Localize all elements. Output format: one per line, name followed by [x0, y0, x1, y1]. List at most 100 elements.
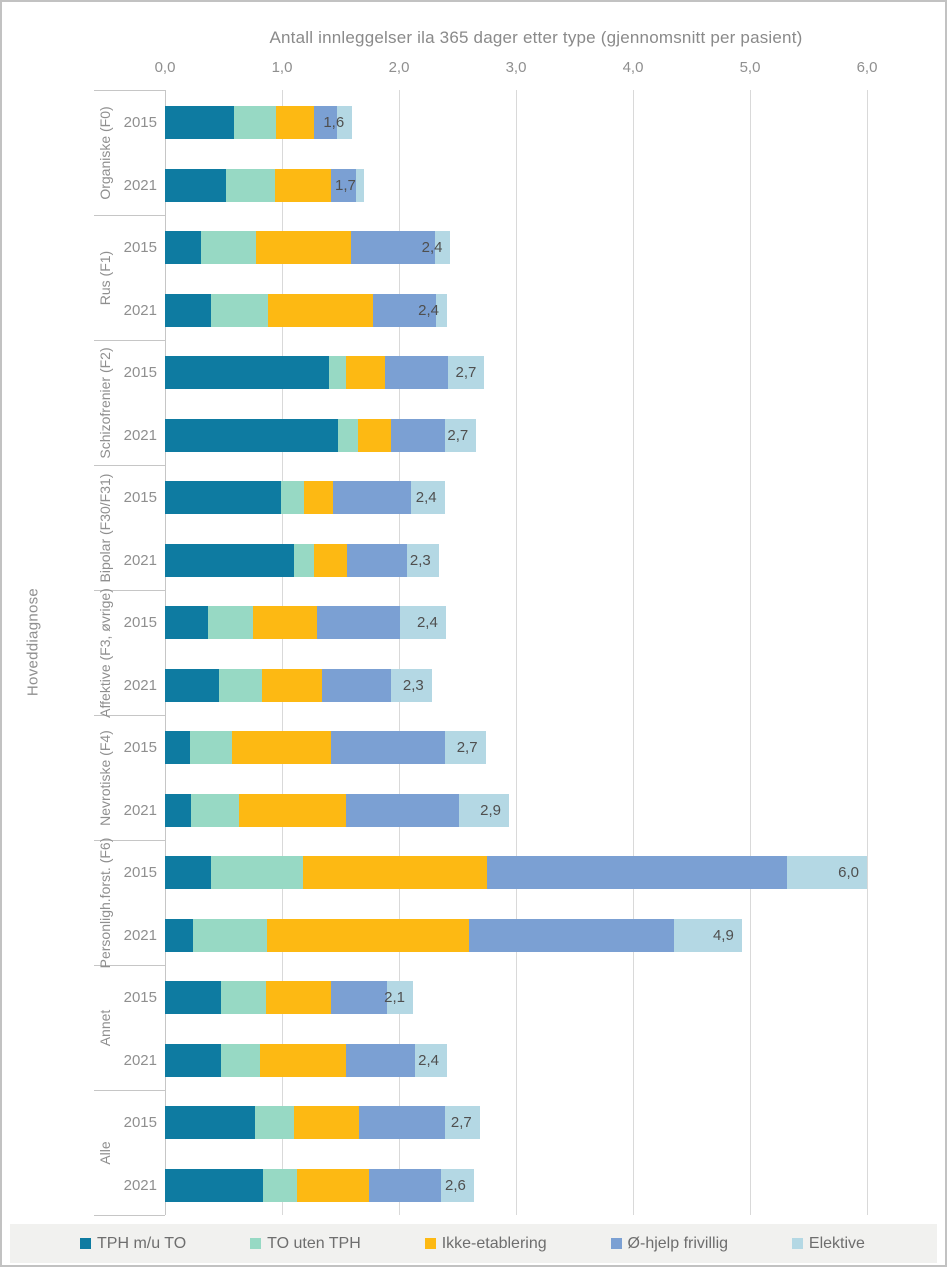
bar-segment-to-uten-tph[interactable]: [210, 294, 268, 327]
bar-segment-elektive[interactable]: [444, 731, 486, 764]
bar-segment-ikke-etablering[interactable]: [303, 856, 487, 889]
bar-segment-elektive[interactable]: [410, 481, 445, 514]
bar-segment--hjelp-frivillig[interactable]: [331, 981, 388, 1014]
bar-segment-ikke-etablering[interactable]: [297, 1169, 369, 1202]
bar-segment--hjelp-frivillig[interactable]: [333, 481, 411, 514]
year-label: 2021: [123, 552, 157, 569]
x-gridline: [633, 90, 634, 1215]
bar-segment-tph-m-u-to[interactable]: [165, 919, 194, 952]
bar-segment-to-uten-tph[interactable]: [255, 1106, 294, 1139]
bar-segment-tph-m-u-to[interactable]: [165, 731, 190, 764]
bar-segment-tph-m-u-to[interactable]: [165, 981, 222, 1014]
data-label: 2,3: [402, 677, 424, 694]
year-label: 2021: [123, 302, 157, 319]
legend-label: Ø-hjelp frivillig: [627, 1234, 729, 1252]
bar-segment-elektive[interactable]: [448, 356, 485, 389]
bar-segment-elektive[interactable]: [458, 794, 509, 827]
bar-segment-to-uten-tph[interactable]: [210, 856, 304, 889]
bar-segment--hjelp-frivillig[interactable]: [321, 669, 391, 702]
legend-item-elektive[interactable]: Elektive: [791, 1235, 865, 1253]
bar-segment-elektive[interactable]: [415, 1044, 447, 1077]
bar-segment-ikke-etablering[interactable]: [266, 919, 470, 952]
bar-segment-elektive[interactable]: [336, 106, 353, 139]
bar-segment-tph-m-u-to[interactable]: [165, 856, 211, 889]
bar-segment-to-uten-tph[interactable]: [280, 481, 305, 514]
legend-item-tph-m-u-to[interactable]: TPH m/u TO: [80, 1235, 186, 1253]
bar-segment-elektive[interactable]: [355, 169, 364, 202]
bar-segment--hjelp-frivillig[interactable]: [359, 1106, 445, 1139]
bar-segment-ikke-etablering[interactable]: [231, 731, 332, 764]
bar-segment-tph-m-u-to[interactable]: [165, 231, 202, 264]
bar-segment-elektive[interactable]: [787, 856, 867, 889]
bar-segment-to-uten-tph[interactable]: [221, 981, 266, 1014]
bar-segment-to-uten-tph[interactable]: [225, 169, 275, 202]
bar-segment-ikke-etablering[interactable]: [274, 169, 332, 202]
bar-segment-tph-m-u-to[interactable]: [165, 794, 191, 827]
bar-segment-elektive[interactable]: [444, 1106, 480, 1139]
bar-segment-elektive[interactable]: [444, 419, 477, 452]
bar-segment-tph-m-u-to[interactable]: [165, 481, 281, 514]
bar-segment--hjelp-frivillig[interactable]: [313, 106, 337, 139]
bar-segment-tph-m-u-to[interactable]: [165, 606, 209, 639]
bar-segment-elektive[interactable]: [387, 981, 414, 1014]
bar-segment--hjelp-frivillig[interactable]: [486, 856, 788, 889]
bar-segment-tph-m-u-to[interactable]: [165, 294, 211, 327]
bar-segment-ikke-etablering[interactable]: [265, 981, 332, 1014]
bar-segment-ikke-etablering[interactable]: [346, 356, 385, 389]
bar-segment--hjelp-frivillig[interactable]: [351, 231, 436, 264]
bar-segment-to-uten-tph[interactable]: [208, 606, 253, 639]
bar-segment-ikke-etablering[interactable]: [259, 1044, 347, 1077]
bar-segment--hjelp-frivillig[interactable]: [317, 606, 401, 639]
bar-segment-ikke-etablering[interactable]: [313, 544, 348, 577]
bar-segment-to-uten-tph[interactable]: [201, 231, 257, 264]
bar-segment-tph-m-u-to[interactable]: [165, 419, 339, 452]
bar-segment--hjelp-frivillig[interactable]: [347, 544, 408, 577]
bar-segment-tph-m-u-to[interactable]: [165, 356, 329, 389]
bar-segment-to-uten-tph[interactable]: [193, 919, 267, 952]
bar-segment-ikke-etablering[interactable]: [358, 419, 391, 452]
bar-segment-ikke-etablering[interactable]: [262, 669, 322, 702]
bar-segment--hjelp-frivillig[interactable]: [331, 169, 356, 202]
legend-item--hjelp-frivillig[interactable]: Ø-hjelp frivillig: [610, 1234, 729, 1253]
bar-segment-tph-m-u-to[interactable]: [165, 669, 219, 702]
bar-segment--hjelp-frivillig[interactable]: [384, 356, 449, 389]
bar-segment-to-uten-tph[interactable]: [234, 106, 277, 139]
bar-segment-elektive[interactable]: [407, 544, 439, 577]
bar-segment-to-uten-tph[interactable]: [328, 356, 347, 389]
bar-segment-ikke-etablering[interactable]: [238, 794, 347, 827]
bar-segment-ikke-etablering[interactable]: [252, 606, 318, 639]
bar-segment-to-uten-tph[interactable]: [190, 794, 239, 827]
bar-segment-ikke-etablering[interactable]: [276, 106, 314, 139]
bar-segment-ikke-etablering[interactable]: [267, 294, 374, 327]
bar-segment--hjelp-frivillig[interactable]: [331, 731, 445, 764]
bar-segment-elektive[interactable]: [400, 606, 446, 639]
bar-segment--hjelp-frivillig[interactable]: [373, 294, 437, 327]
bar-segment--hjelp-frivillig[interactable]: [346, 794, 459, 827]
bar-segment--hjelp-frivillig[interactable]: [469, 919, 674, 952]
legend-item-ikke-etablering[interactable]: Ikke-etablering: [424, 1235, 547, 1253]
bar-segment-to-uten-tph[interactable]: [263, 1169, 298, 1202]
bar-segment-ikke-etablering[interactable]: [304, 481, 334, 514]
bar-segment--hjelp-frivillig[interactable]: [346, 1044, 416, 1077]
bar-segment--hjelp-frivillig[interactable]: [368, 1169, 442, 1202]
bar-segment-to-uten-tph[interactable]: [338, 419, 359, 452]
bar-segment-elektive[interactable]: [435, 231, 451, 264]
bar-segment-ikke-etablering[interactable]: [256, 231, 352, 264]
bar-segment-elektive[interactable]: [441, 1169, 474, 1202]
bar-segment-to-uten-tph[interactable]: [189, 731, 232, 764]
bar-segment-to-uten-tph[interactable]: [221, 1044, 260, 1077]
bar-segment-tph-m-u-to[interactable]: [165, 1106, 256, 1139]
bar-segment-tph-m-u-to[interactable]: [165, 1169, 264, 1202]
bar-segment-to-uten-tph[interactable]: [218, 669, 263, 702]
bar-segment-elektive[interactable]: [390, 669, 432, 702]
legend-item-to-uten-tph[interactable]: TO uten TPH: [250, 1235, 361, 1253]
bar-segment-tph-m-u-to[interactable]: [165, 1044, 222, 1077]
bar-segment-to-uten-tph[interactable]: [293, 544, 314, 577]
bar-segment-elektive[interactable]: [436, 294, 447, 327]
bar-segment-tph-m-u-to[interactable]: [165, 544, 294, 577]
bar-segment-elektive[interactable]: [673, 919, 742, 952]
bar-segment-tph-m-u-to[interactable]: [165, 106, 235, 139]
bar-segment--hjelp-frivillig[interactable]: [390, 419, 445, 452]
bar-segment-ikke-etablering[interactable]: [293, 1106, 360, 1139]
bar-segment-tph-m-u-to[interactable]: [165, 169, 226, 202]
